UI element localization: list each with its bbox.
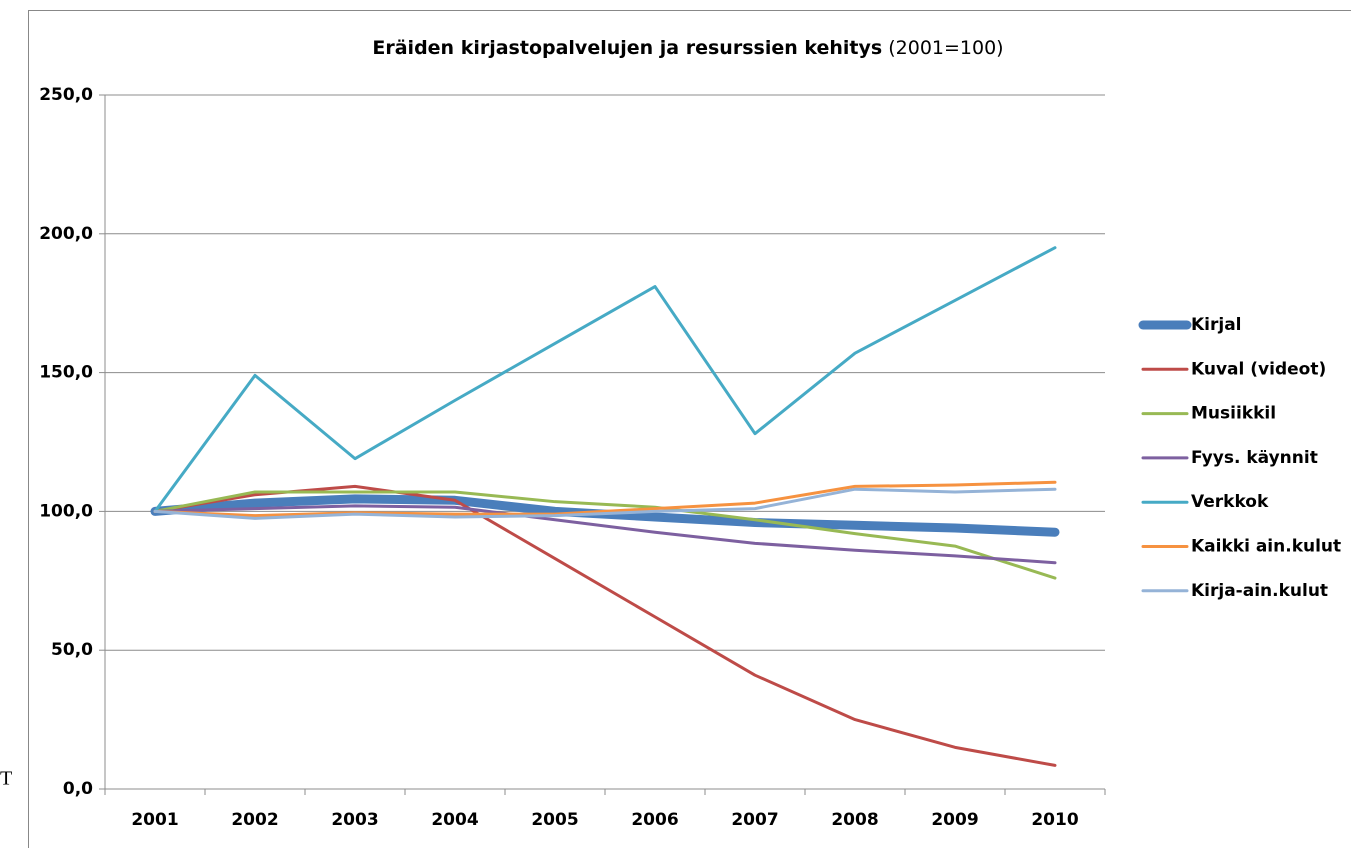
x-tick-label: 2009 bbox=[931, 810, 978, 830]
x-tick-label: 2007 bbox=[731, 810, 778, 830]
legend-label: Kuval (videot) bbox=[1191, 359, 1326, 379]
y-tick-label: 250,0 bbox=[39, 85, 93, 105]
line-series bbox=[153, 480, 1057, 518]
x-tick-label: 2001 bbox=[131, 810, 178, 830]
y-tick-label: 150,0 bbox=[39, 363, 93, 383]
fragment: T bbox=[0, 768, 12, 790]
line-series bbox=[153, 246, 1057, 513]
line-series bbox=[153, 504, 1057, 565]
x-tick-label: 2002 bbox=[231, 810, 278, 830]
y-tick-label: 50,0 bbox=[51, 640, 93, 660]
legend-label: Verkkok bbox=[1191, 492, 1269, 512]
x-tick-label: 2004 bbox=[431, 810, 478, 830]
x-tick-label: 2003 bbox=[331, 810, 378, 830]
chart-title-group: Eräiden kirjastopalvelujen ja resurssien… bbox=[372, 37, 1003, 59]
chart-title: Eräiden kirjastopalvelujen ja resurssien… bbox=[372, 37, 882, 59]
line-series bbox=[153, 487, 1057, 520]
legend-label: Kaikki ain.kulut bbox=[1191, 537, 1341, 557]
legend-label: Fyys. käynnit bbox=[1191, 448, 1318, 468]
y-tick-label: 0,0 bbox=[63, 779, 93, 799]
x-tick-label: 2005 bbox=[531, 810, 578, 830]
line-series bbox=[153, 490, 1057, 580]
x-tick-label: 2008 bbox=[831, 810, 878, 830]
legend-label: Kirja-ain.kulut bbox=[1191, 581, 1328, 601]
chart-frame bbox=[28, 10, 1351, 848]
x-tick-label: 2010 bbox=[1031, 810, 1078, 830]
legend-label: Musiikkil bbox=[1191, 404, 1276, 424]
y-tick-label: 200,0 bbox=[39, 224, 93, 244]
legend-label: Kirjal bbox=[1191, 315, 1242, 335]
chart-title-note: (2001=100) bbox=[888, 37, 1003, 59]
x-tick-label: 2006 bbox=[631, 810, 678, 830]
y-tick-label: 100,0 bbox=[39, 501, 93, 521]
